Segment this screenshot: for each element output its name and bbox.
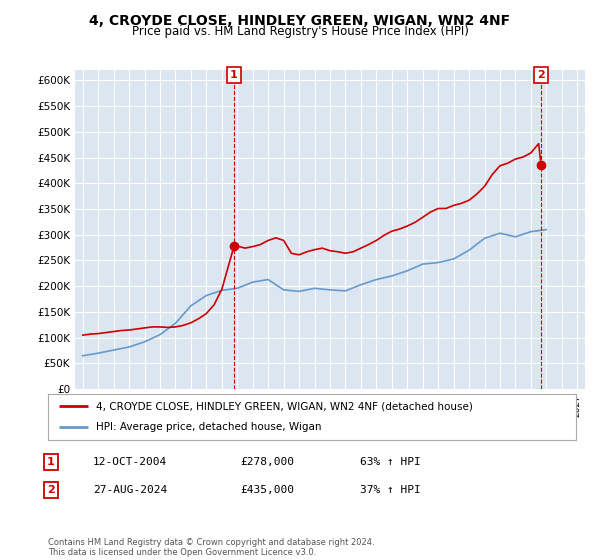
Text: £435,000: £435,000 (240, 485, 294, 495)
Text: 4, CROYDE CLOSE, HINDLEY GREEN, WIGAN, WN2 4NF: 4, CROYDE CLOSE, HINDLEY GREEN, WIGAN, W… (89, 14, 511, 28)
Text: 2: 2 (47, 485, 55, 495)
Text: 27-AUG-2024: 27-AUG-2024 (93, 485, 167, 495)
Text: Price paid vs. HM Land Registry's House Price Index (HPI): Price paid vs. HM Land Registry's House … (131, 25, 469, 38)
Text: 37% ↑ HPI: 37% ↑ HPI (360, 485, 421, 495)
Text: 2: 2 (537, 70, 545, 80)
Text: 4, CROYDE CLOSE, HINDLEY GREEN, WIGAN, WN2 4NF (detached house): 4, CROYDE CLOSE, HINDLEY GREEN, WIGAN, W… (95, 401, 472, 411)
Text: Contains HM Land Registry data © Crown copyright and database right 2024.
This d: Contains HM Land Registry data © Crown c… (48, 538, 374, 557)
Text: 63% ↑ HPI: 63% ↑ HPI (360, 457, 421, 467)
Text: 1: 1 (47, 457, 55, 467)
Text: £278,000: £278,000 (240, 457, 294, 467)
Text: HPI: Average price, detached house, Wigan: HPI: Average price, detached house, Wiga… (95, 422, 321, 432)
Text: 12-OCT-2004: 12-OCT-2004 (93, 457, 167, 467)
Text: 1: 1 (230, 70, 238, 80)
